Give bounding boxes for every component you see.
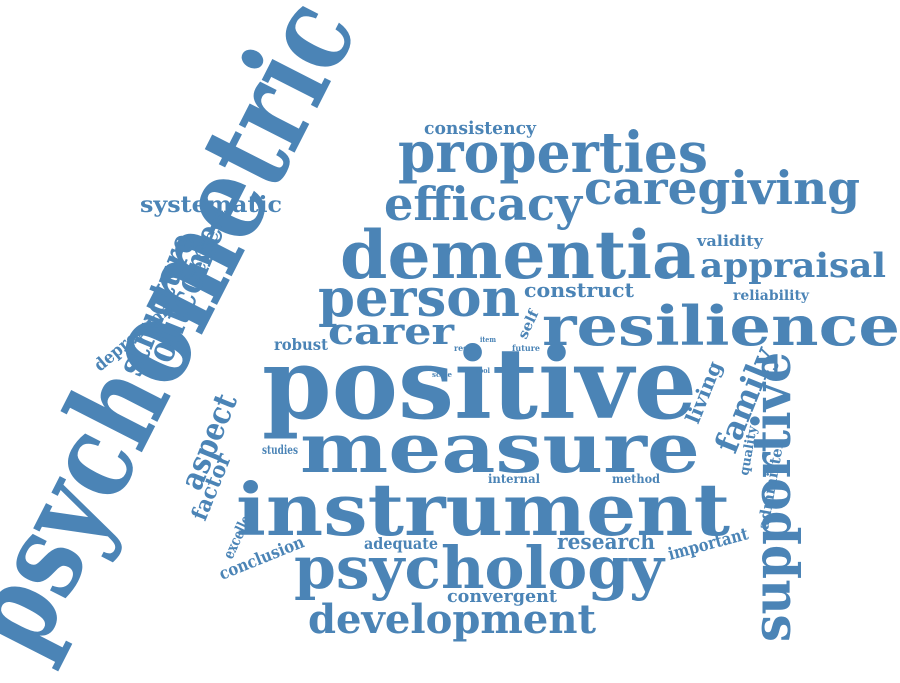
word-measure: measure (300, 409, 700, 489)
word-efficacy: efficacy (384, 177, 583, 231)
word-resilience: resilience (542, 294, 900, 358)
word-psychology: psychology (294, 534, 666, 602)
word-consistency: consistency (424, 118, 537, 139)
word-reliability: reliability (733, 288, 810, 304)
word-research: research (557, 529, 655, 554)
word-caregiving: caregiving (584, 161, 860, 215)
word-internal: internal (488, 472, 540, 486)
word-result: result (454, 343, 480, 353)
word-dementia: dementia (340, 216, 696, 294)
word-method: method (612, 472, 661, 486)
word-validity: validity (696, 232, 764, 250)
word-development: development (308, 596, 597, 643)
word-carer: carer (328, 311, 455, 353)
word-appraisal: appraisal (700, 246, 886, 286)
word-robust: robust (274, 335, 329, 354)
word-instrument: instrument (236, 467, 730, 552)
word-studies: studies (262, 443, 298, 457)
word-convergent: convergent (447, 586, 558, 607)
word-adequate: adequate (364, 534, 438, 553)
word-construct: construct (524, 278, 635, 302)
word-person: person (318, 268, 520, 329)
word-tool: tool (476, 366, 490, 375)
word-systematic: systematic (140, 192, 282, 218)
word-positive: positive (262, 327, 697, 442)
word-future: future (512, 343, 540, 353)
word-scale: scale (432, 370, 453, 379)
word-item: item (480, 335, 497, 344)
word-supportive: supportive (742, 352, 803, 642)
word-properties: properties (398, 120, 708, 186)
